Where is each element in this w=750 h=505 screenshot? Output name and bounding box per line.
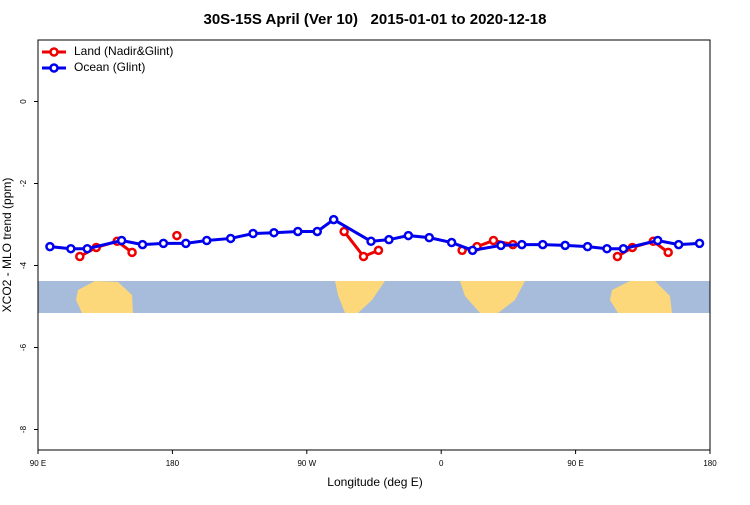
- point: [172, 230, 182, 241]
- point: [248, 228, 258, 239]
- point: [663, 247, 673, 258]
- point: [652, 235, 663, 246]
- point: [560, 240, 570, 251]
- point: [158, 238, 169, 249]
- x-tick-label: 180: [166, 459, 180, 468]
- point: [373, 245, 384, 256]
- series-line: [49, 217, 700, 252]
- legend-marker: [49, 63, 59, 73]
- point: [127, 247, 137, 258]
- legend-label: Land (Nadir&Glint): [74, 44, 173, 58]
- point: [75, 251, 85, 262]
- point: [293, 226, 303, 237]
- point: [366, 236, 376, 247]
- point: [424, 232, 435, 243]
- point: [45, 241, 55, 252]
- x-tick-label: 0: [439, 459, 444, 468]
- point: [328, 214, 339, 225]
- plot-frame: [37, 39, 711, 451]
- y-tick-label: 0: [19, 99, 28, 104]
- point: [602, 243, 612, 254]
- point: [582, 241, 593, 252]
- legend-marker: [49, 47, 59, 57]
- point: [181, 238, 191, 249]
- point: [403, 230, 414, 241]
- point: [488, 235, 499, 246]
- y-axis-label: XCO2 - MLO trend (ppm): [0, 178, 14, 313]
- y-tick-label: -4: [19, 261, 28, 269]
- point: [312, 226, 323, 237]
- point: [225, 233, 236, 244]
- x-tick-label: 90 W: [297, 459, 316, 468]
- point: [66, 243, 76, 254]
- point: [201, 235, 212, 246]
- point: [339, 226, 349, 237]
- point: [496, 240, 506, 251]
- point: [694, 238, 705, 249]
- y-tick-label: -8: [19, 425, 28, 433]
- point: [612, 251, 623, 262]
- chart-title: 30S-15S April (Ver 10) 2015-01-01 to 202…: [204, 11, 547, 28]
- point: [467, 245, 478, 256]
- map-background: [38, 281, 710, 313]
- legend-label: Ocean (Glint): [74, 60, 145, 74]
- x-axis-label: Longitude (deg E): [327, 475, 422, 489]
- point: [384, 234, 394, 245]
- point: [446, 237, 457, 248]
- point: [673, 239, 684, 250]
- point: [137, 239, 148, 250]
- point: [358, 251, 369, 262]
- point: [618, 243, 629, 254]
- x-tick-label: 90 E: [567, 459, 583, 468]
- point: [116, 235, 127, 246]
- point: [537, 239, 548, 250]
- point: [269, 227, 279, 238]
- point: [82, 243, 93, 254]
- x-tick-label: 180: [703, 459, 717, 468]
- point: [517, 239, 527, 250]
- y-tick-label: -2: [19, 179, 28, 187]
- y-tick-label: -6: [19, 343, 28, 351]
- x-tick-label: 90 E: [30, 459, 46, 468]
